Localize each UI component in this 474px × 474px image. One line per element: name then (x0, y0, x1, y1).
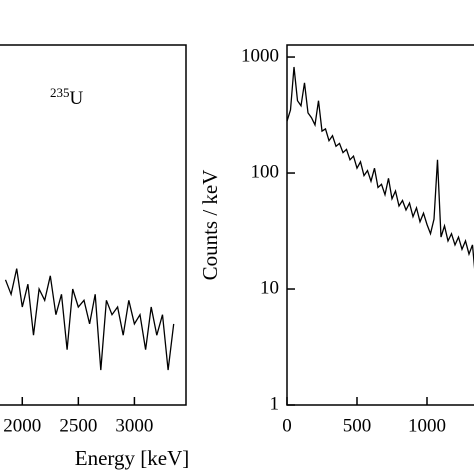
x-tick-label: 500 (343, 415, 372, 436)
x-tick-label: 1000 (408, 415, 446, 436)
y-axis-label: Counts / keV (198, 170, 222, 281)
x-tick-label: 2000 (3, 415, 41, 436)
x-tick-label: 3000 (115, 415, 153, 436)
y-tick-label: 100 (251, 161, 280, 182)
annotation: 235U (50, 85, 84, 109)
plot-frame (286, 44, 474, 406)
x-axis-label: Energy [keV] (75, 446, 190, 470)
y-tick-label: 1 (270, 393, 280, 414)
x-tick-label: 2500 (59, 415, 97, 436)
annotation-symbol: U (70, 88, 84, 109)
x-tick-label: 0 (282, 415, 292, 436)
y-tick-label: 1000 (241, 45, 279, 66)
spectrum-line (4, 268, 175, 371)
y-tick-label: 10 (260, 277, 279, 298)
spectrum-line (286, 66, 474, 270)
plot-frame (0, 44, 187, 406)
annotation-superscript: 235 (50, 85, 70, 100)
